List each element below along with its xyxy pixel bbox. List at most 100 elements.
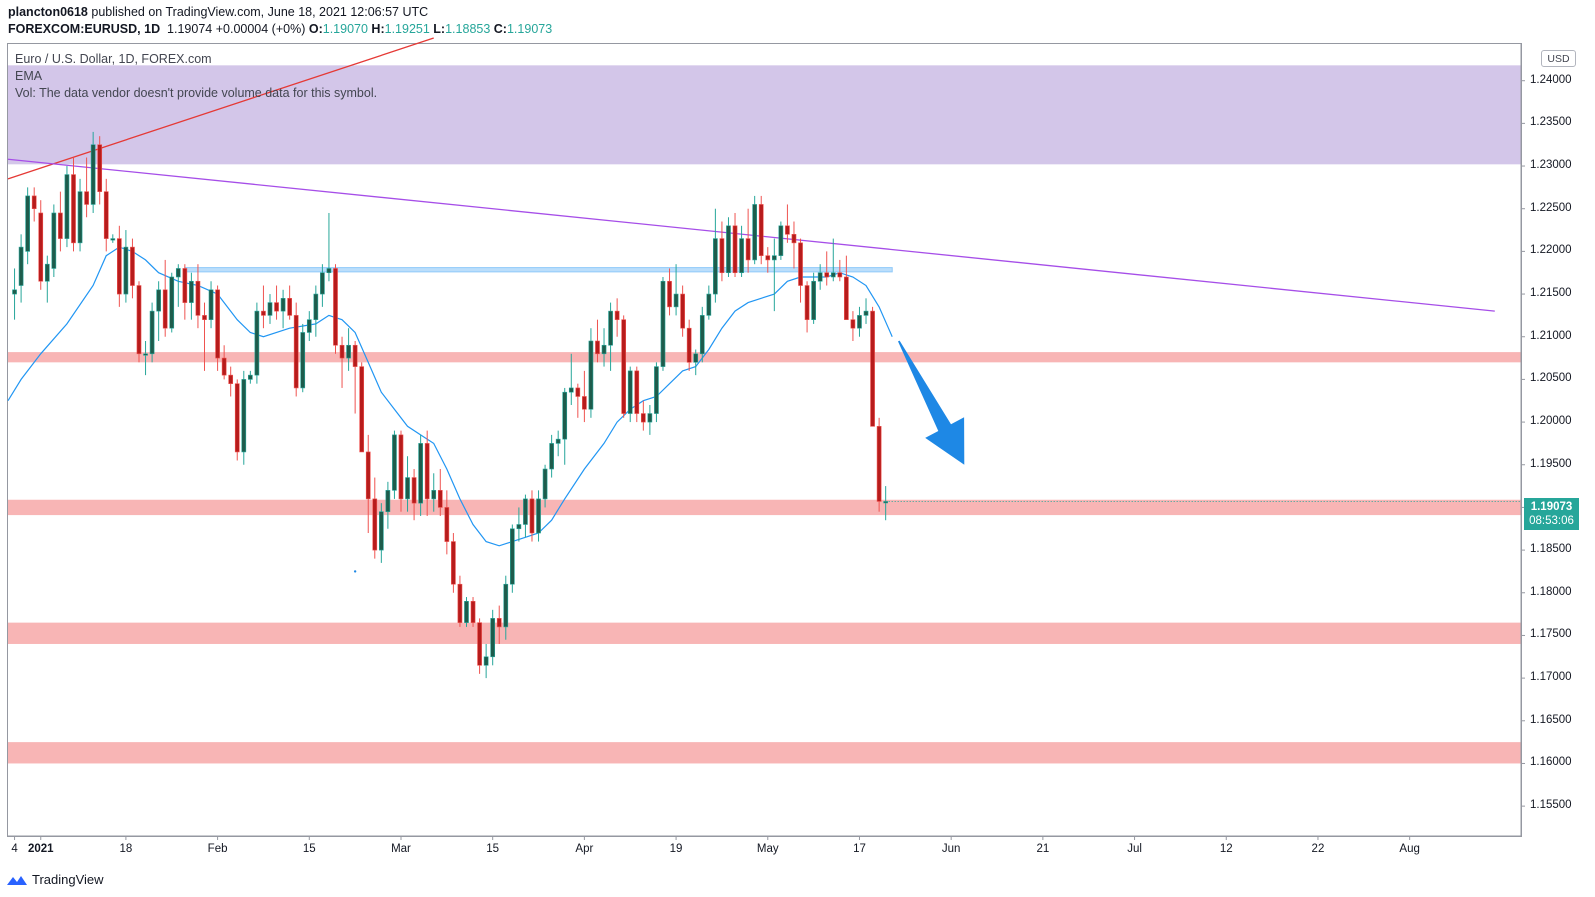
legend-title[interactable]: Euro / U.S. Dollar, 1D, FOREX.com [15, 52, 212, 66]
candle [876, 417, 882, 512]
red-trendline [7, 37, 434, 180]
candle [44, 255, 50, 303]
x-tick-label: May [756, 843, 779, 855]
candles-layer [12, 131, 889, 679]
brand-logo[interactable]: TradingView [6, 872, 104, 887]
candle-body [660, 280, 666, 367]
candle [863, 298, 869, 324]
candle [588, 328, 594, 418]
candle [202, 302, 207, 371]
candle [542, 464, 548, 508]
resistance-band [184, 267, 893, 273]
close-value: 1.19073 [506, 22, 553, 36]
candle [280, 289, 286, 329]
y-tick-label: 1.18000 [1530, 585, 1572, 598]
candle [169, 272, 175, 333]
candle-body [706, 293, 712, 316]
candle [817, 264, 823, 290]
brand-name: TradingView [32, 872, 104, 887]
candle [130, 238, 135, 299]
top-supply-zone [8, 65, 1521, 165]
support-zone-1 [8, 352, 1521, 363]
candle [654, 362, 659, 423]
candle [51, 204, 57, 277]
candle-body [326, 268, 332, 274]
candle-body [169, 276, 175, 329]
candle-body [686, 327, 692, 363]
candle-body [614, 310, 620, 320]
price-change: +0.00004 (+0%) [215, 22, 306, 36]
candle [326, 212, 332, 282]
candle-body [300, 332, 306, 389]
candle [31, 187, 37, 222]
candle [64, 166, 70, 248]
candle-body [516, 524, 522, 530]
candle [811, 272, 816, 324]
badge-countdown: 08:53:06 [1529, 515, 1574, 527]
candle [372, 477, 378, 559]
candle-body [130, 246, 135, 286]
candle-body [804, 285, 810, 320]
candle [149, 302, 155, 363]
candle [562, 387, 568, 465]
candle-body [143, 353, 148, 356]
candle [208, 281, 214, 329]
candle [667, 268, 672, 316]
candle [647, 405, 653, 435]
legend-volume[interactable]: Vol: The data vendor doesn't provide vol… [15, 86, 378, 100]
candle [673, 264, 679, 316]
candle-body [621, 319, 627, 414]
y-tick-label: 1.19500 [1530, 457, 1572, 470]
y-tick-label: 1.15500 [1530, 799, 1572, 812]
candle [510, 524, 515, 593]
candle [274, 285, 279, 320]
candle [313, 285, 319, 337]
candle [215, 285, 220, 371]
candle [771, 238, 777, 312]
x-tick-label: 17 [853, 843, 866, 855]
author-name[interactable]: plancton0618 [8, 5, 88, 19]
candle [686, 319, 692, 371]
candle [490, 609, 496, 666]
badge-price: 1.19073 [1530, 501, 1573, 513]
candle [261, 285, 266, 329]
legend-ema[interactable]: EMA [15, 69, 43, 83]
candle-body [850, 319, 856, 329]
candle [339, 336, 345, 388]
candle [713, 208, 718, 303]
candle [523, 494, 528, 538]
candle-body [601, 344, 607, 355]
candle [791, 221, 797, 269]
candle-body [811, 280, 816, 320]
candle [680, 285, 685, 337]
x-tick-label: Jul [1127, 843, 1142, 855]
candle-body [608, 310, 613, 346]
candle [182, 264, 188, 320]
candle-body [830, 272, 836, 278]
candle-body [863, 310, 869, 316]
candle-body [470, 601, 476, 623]
candle [293, 302, 299, 397]
candle-body [457, 583, 463, 623]
candle [38, 200, 44, 290]
candle-body [71, 174, 76, 244]
candle [437, 469, 443, 516]
candle-body [870, 310, 875, 427]
candle-body [241, 379, 247, 453]
candle [379, 503, 384, 563]
candle [156, 281, 161, 341]
candle-body [117, 238, 122, 295]
candle-body [352, 344, 358, 367]
candle [804, 281, 810, 333]
candle-body [739, 238, 744, 274]
candle-body [758, 204, 764, 256]
currency-button[interactable]: USD [1541, 50, 1576, 67]
candle-body [568, 387, 574, 393]
candle [555, 430, 561, 457]
candle [175, 264, 181, 307]
open-label: O: [308, 22, 323, 36]
support-zone-4 [8, 742, 1521, 764]
candle [110, 234, 116, 243]
candle [496, 605, 502, 644]
